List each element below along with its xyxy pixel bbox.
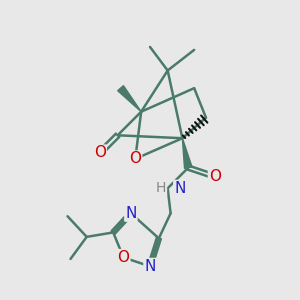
Polygon shape <box>118 85 141 112</box>
Text: O: O <box>118 250 130 265</box>
Text: O: O <box>209 169 221 184</box>
Text: O: O <box>94 146 106 160</box>
Polygon shape <box>182 138 192 168</box>
Text: N: N <box>125 206 136 221</box>
Text: O: O <box>129 151 141 166</box>
Text: H: H <box>156 181 166 195</box>
Text: N: N <box>144 259 156 274</box>
Text: N: N <box>174 181 185 196</box>
